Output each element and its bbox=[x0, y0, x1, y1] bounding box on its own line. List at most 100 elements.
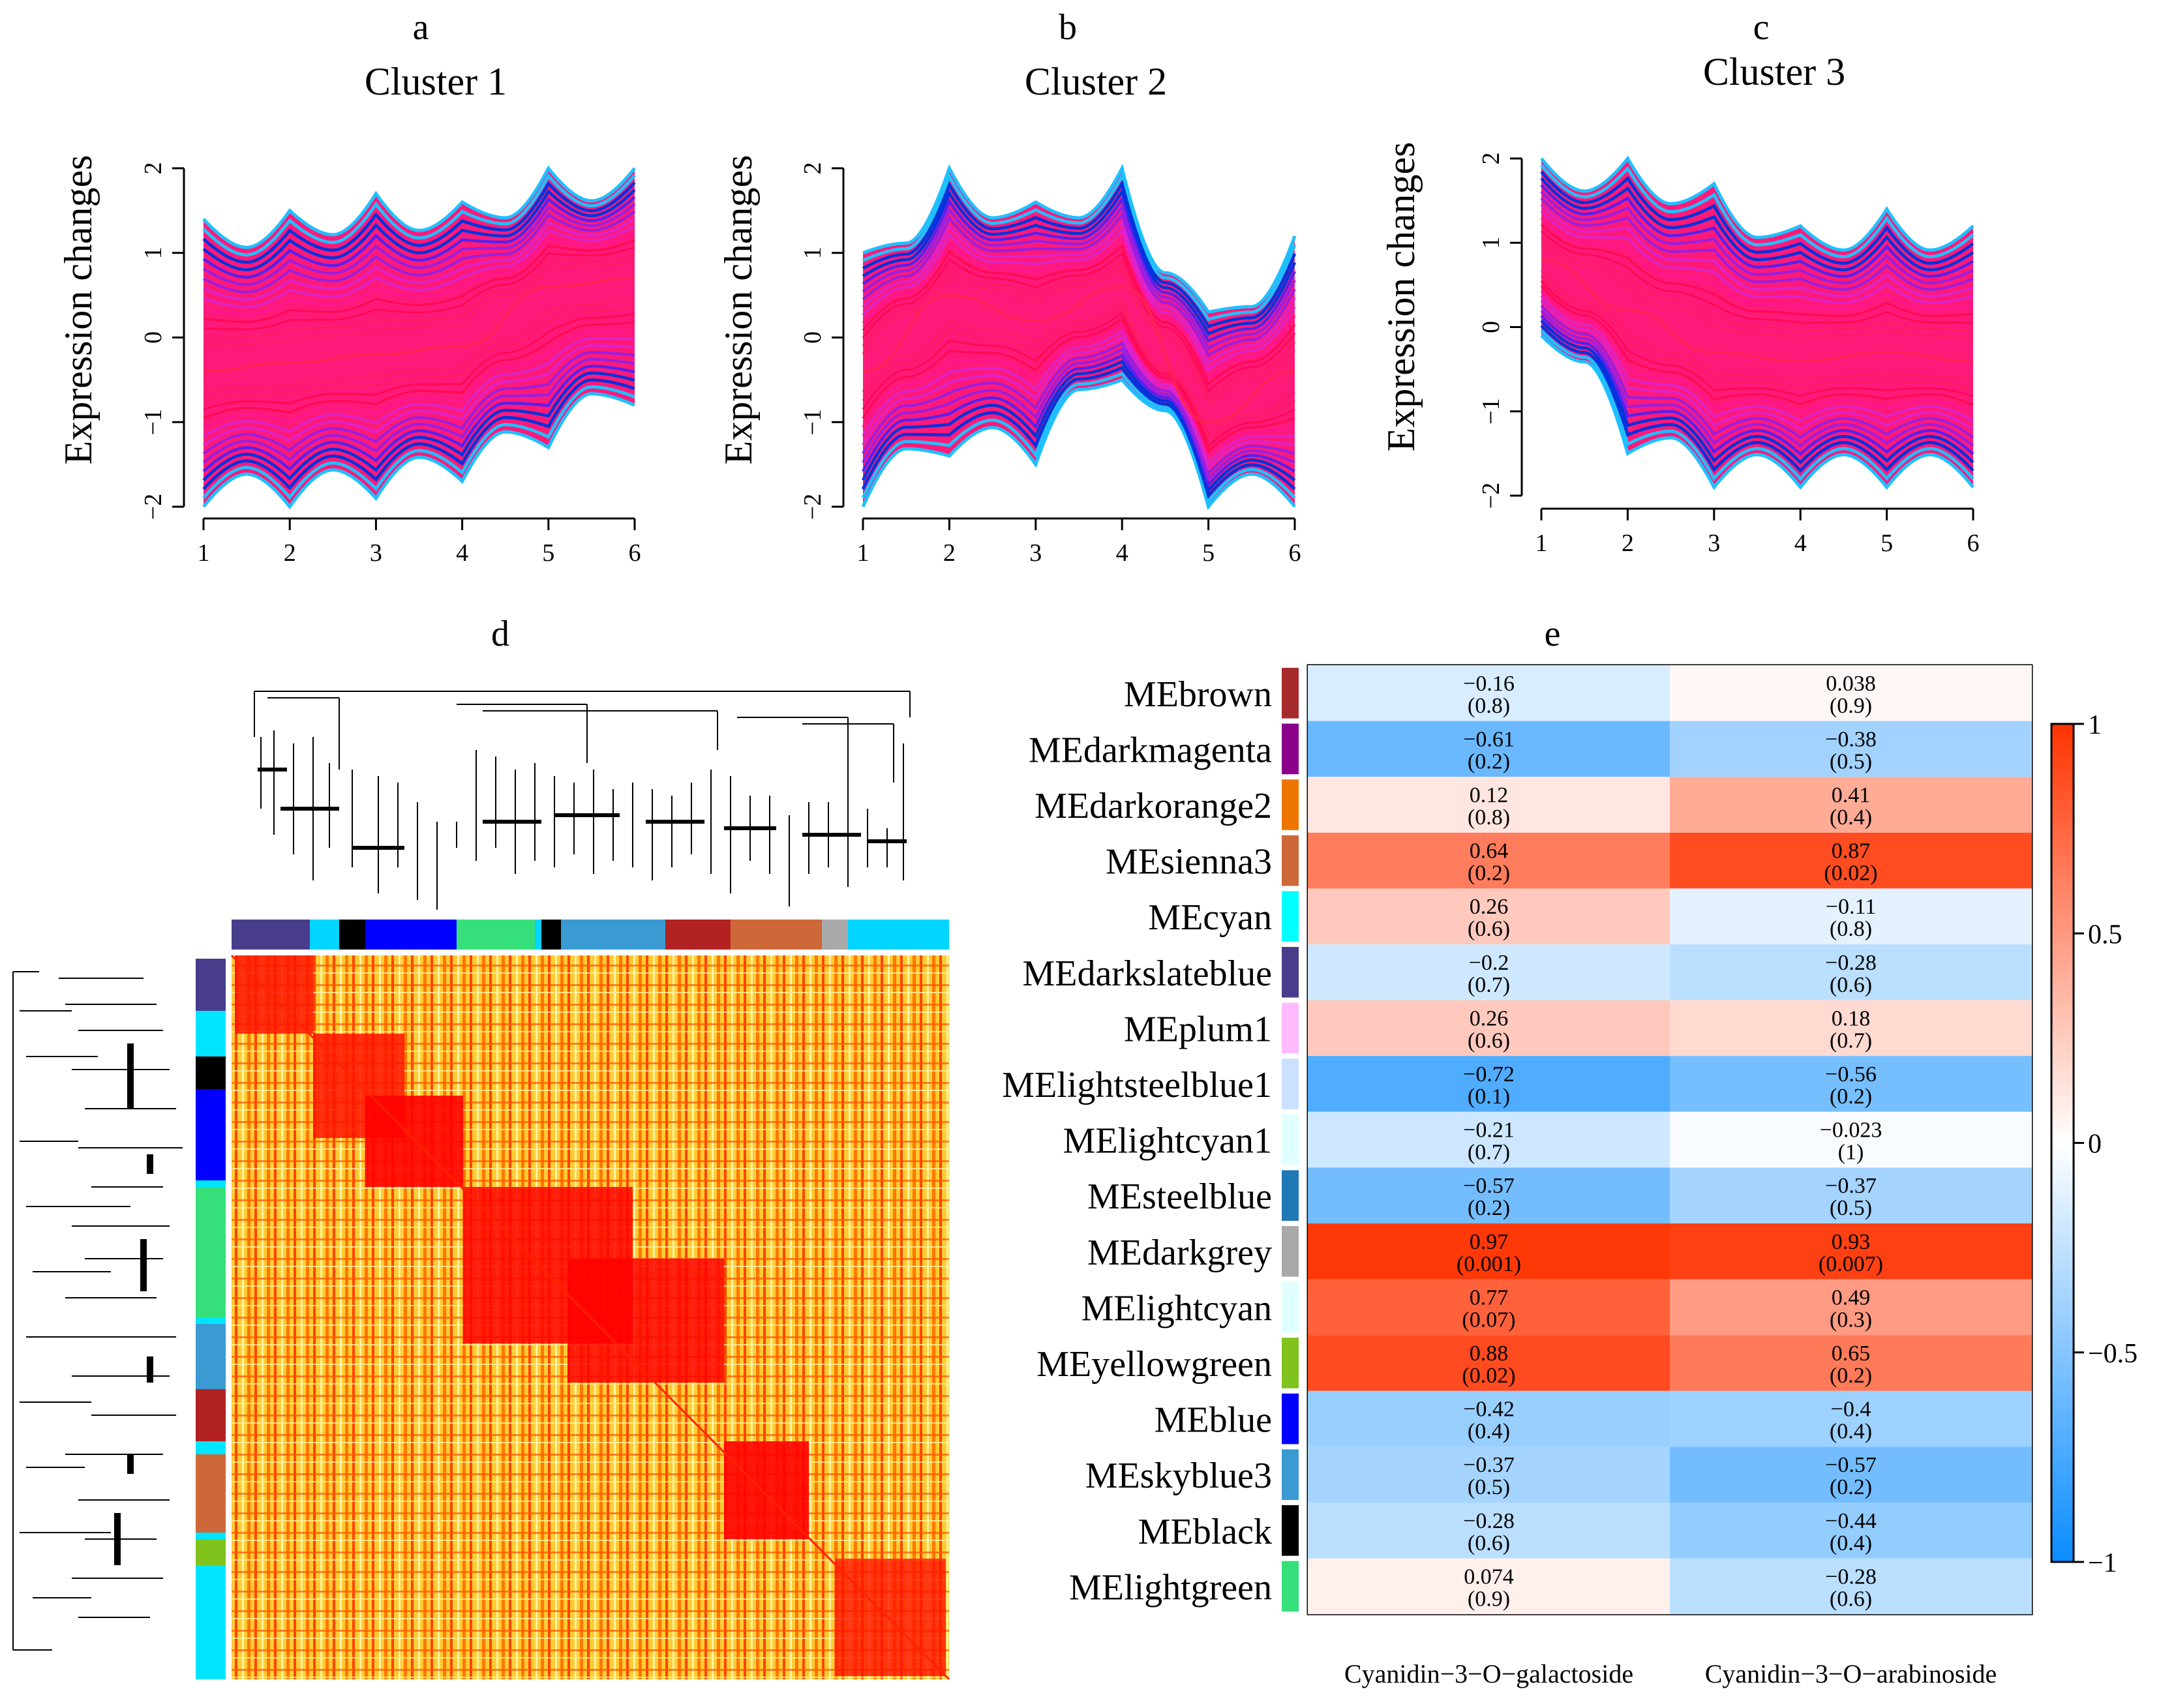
cell-p-value: (0.2) bbox=[1830, 1475, 1872, 1499]
panel-b-title: Cluster 2 bbox=[1025, 60, 1167, 103]
module-color-swatch bbox=[1282, 835, 1299, 886]
panel-b-lower-line bbox=[862, 317, 1295, 454]
heatmap-cell bbox=[1308, 888, 1670, 944]
panel-b-upper-line bbox=[862, 235, 1296, 379]
panel-a-x-tick-label: 3 bbox=[370, 539, 382, 567]
heatmap-cell bbox=[1308, 1167, 1670, 1223]
heatmap-cell bbox=[1308, 1335, 1670, 1391]
module-label: MEskyblue3 bbox=[1085, 1456, 1272, 1496]
colorbar-tick-label: −0.5 bbox=[2088, 1339, 2138, 1369]
module-color-swatch bbox=[1282, 779, 1299, 830]
panel-a-upper-line bbox=[202, 188, 636, 271]
panel-a-upper-line bbox=[203, 224, 635, 308]
panel-e-colorbar: 1 0.5 0 −0.5 −1 bbox=[2050, 710, 2138, 1578]
module-label: MEdarkmagenta bbox=[1029, 730, 1272, 770]
module-color-swatch bbox=[1282, 1226, 1299, 1277]
panel-b-upper-line bbox=[862, 179, 1297, 329]
cell-correlation-value: −0.57 bbox=[1825, 1453, 1877, 1477]
heatmap-cell bbox=[1670, 1000, 2032, 1056]
cell-correlation-value: 0.93 bbox=[1832, 1230, 1871, 1254]
panel-c-x-tick-label: 1 bbox=[1535, 530, 1548, 557]
panel-a-lower-line bbox=[203, 337, 635, 438]
cell-correlation-value: −0.42 bbox=[1463, 1398, 1515, 1422]
module-color-swatch bbox=[1282, 1561, 1299, 1612]
cell-p-value: (0.8) bbox=[1468, 694, 1510, 718]
panel-a-lower-line bbox=[202, 392, 636, 510]
panel-d-top-color-blocks bbox=[232, 920, 848, 950]
panel-c-lower-line bbox=[1540, 309, 1974, 448]
panel-a-upper-line bbox=[203, 217, 636, 301]
cell-p-value: (0.6) bbox=[1468, 1028, 1510, 1053]
panel-c-ylabel: Expression changes bbox=[1380, 142, 1423, 452]
module-color-swatch bbox=[1282, 1281, 1299, 1333]
panel-b-upper-line bbox=[862, 187, 1297, 336]
colorbar-tick-label: 0 bbox=[2088, 1130, 2102, 1160]
cell-correlation-value: −0.57 bbox=[1463, 1174, 1515, 1198]
cell-p-value: (0.3) bbox=[1830, 1308, 1872, 1332]
panel-b-letter: b bbox=[1059, 7, 1077, 48]
panel-c-upper-line bbox=[1541, 243, 1974, 342]
panel-a-lower-line bbox=[202, 385, 635, 500]
panel-b-upper-line bbox=[862, 267, 1296, 408]
heatmap-cell bbox=[1308, 1446, 1670, 1503]
panel-a-x-tick-label: 4 bbox=[456, 539, 468, 567]
panel-d-left-dendrogram bbox=[12, 971, 183, 1651]
panel-c-lower-line bbox=[1540, 275, 1974, 389]
panel-b-x-tick-label: 1 bbox=[857, 539, 869, 567]
module-color-swatch bbox=[1282, 1449, 1299, 1500]
cell-p-value: (0.1) bbox=[1468, 1085, 1510, 1109]
panel-d-left-color-blocks bbox=[196, 959, 226, 1565]
module-color-swatch bbox=[1282, 891, 1299, 942]
cell-p-value: (0.2) bbox=[1830, 1085, 1872, 1109]
panel-a-center-line bbox=[203, 277, 635, 373]
cell-p-value: (0.6) bbox=[1830, 973, 1872, 997]
module-label: MEcyan bbox=[1148, 897, 1272, 938]
panel-c-lower-line bbox=[1540, 295, 1974, 423]
panel-a-line-chart: 2 1 0 −1 −2 1 2 3 4 5 6 bbox=[140, 162, 641, 567]
panel-c-upper-line bbox=[1540, 203, 1974, 298]
panel-c-lower-line bbox=[1540, 324, 1974, 473]
panel-a-lower-line bbox=[203, 305, 635, 402]
panel-b-lower-line bbox=[861, 378, 1296, 511]
panel-b-upper-line bbox=[862, 228, 1296, 372]
heatmap-cell bbox=[1308, 1056, 1670, 1112]
panel-c-center-line bbox=[1541, 258, 1974, 363]
cell-p-value: (0.2) bbox=[1468, 749, 1510, 773]
panel-c-upper-line bbox=[1540, 217, 1974, 311]
panel-c-upper-line bbox=[1540, 190, 1974, 285]
cell-p-value: (1) bbox=[1838, 1141, 1864, 1165]
panel-c-upper-line bbox=[1540, 210, 1974, 305]
panel-c-lower-line bbox=[1540, 329, 1974, 482]
cell-p-value: (0.5) bbox=[1830, 749, 1872, 773]
panel-a-y-tick-label: −2 bbox=[140, 494, 167, 520]
module-label: MEdarkorange2 bbox=[1035, 786, 1272, 826]
panel-c-lower-line bbox=[1540, 320, 1974, 465]
panel-c-line-chart: 2 1 0 −1 −2 1 2 3 4 5 6 bbox=[1477, 153, 1980, 558]
cell-correlation-value: 0.77 bbox=[1470, 1285, 1509, 1310]
cell-p-value: (0.5) bbox=[1830, 1196, 1872, 1220]
cell-correlation-value: −0.72 bbox=[1463, 1062, 1515, 1086]
cell-p-value: (0.6) bbox=[1830, 1587, 1872, 1611]
panel-c-upper-line bbox=[1540, 224, 1974, 318]
heatmap-cell bbox=[1308, 832, 1670, 889]
panel-a-x-tick-label: 2 bbox=[284, 539, 296, 567]
panel-c-lower-line bbox=[1540, 285, 1974, 406]
cell-p-value: (0.5) bbox=[1468, 1475, 1510, 1499]
cell-p-value: (0.4) bbox=[1830, 805, 1872, 830]
heatmap-cell bbox=[1670, 1056, 2032, 1112]
panel-a-lower-line bbox=[202, 344, 635, 446]
heatmap-cell bbox=[1308, 721, 1670, 777]
panel-c-x-tick-label: 6 bbox=[1967, 530, 1980, 557]
module-label: MEbrown bbox=[1124, 674, 1272, 715]
heatmap-cell bbox=[1308, 944, 1670, 1000]
panel-e-letter: e bbox=[1545, 614, 1561, 654]
panel-c-y-tick-label: 0 bbox=[1477, 321, 1505, 333]
panel-b-lower-line bbox=[862, 329, 1295, 465]
panel-b-upper-line bbox=[862, 220, 1296, 365]
panel-b-lower-line bbox=[862, 299, 1295, 437]
heatmap-cell bbox=[1670, 1446, 2032, 1503]
panel-b-lower-line bbox=[862, 335, 1295, 471]
panel-a-lower-line bbox=[202, 371, 635, 481]
cell-p-value: (0.4) bbox=[1830, 1420, 1872, 1444]
